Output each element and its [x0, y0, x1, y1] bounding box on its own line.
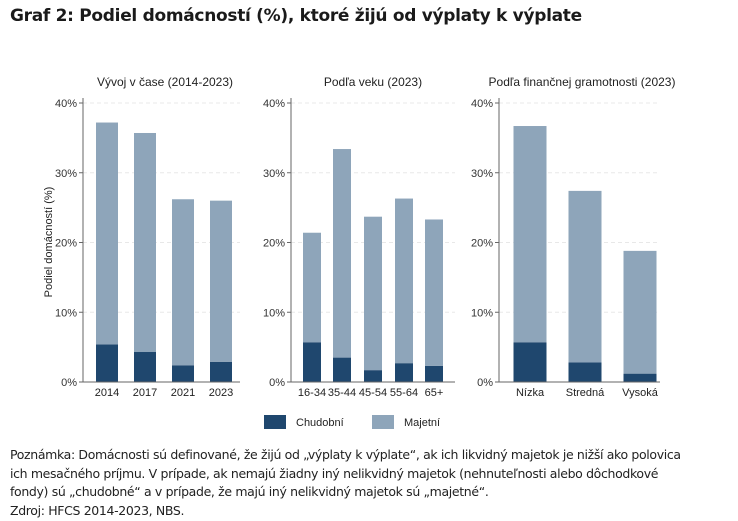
bar-chudobní — [513, 342, 547, 382]
panel-title: Podľa finančnej gramotnosti (2023) — [489, 75, 676, 89]
bar-majetní — [96, 122, 118, 345]
y-tick-label: 0% — [477, 377, 493, 389]
y-axis-label: Podiel domácností (%) — [43, 187, 55, 298]
legend-label: Majetní — [404, 417, 440, 429]
bar-chudobní — [425, 365, 443, 382]
bar-majetní — [134, 132, 156, 353]
bar-chudobní — [623, 373, 657, 382]
bar-majetní — [172, 199, 194, 366]
panel-title: Podľa veku (2023) — [324, 75, 422, 89]
chart-area: Vývoj v čase (2014-2023) 0% 10% 20% 30% 40% 20… — [43, 75, 676, 429]
y-tick-label: 30% — [263, 168, 285, 180]
x-tick-label: 2017 — [133, 387, 157, 399]
x-tick-label: 2023 — [209, 387, 233, 399]
note-line: Poznámka: Domácnosti sú definované, že ž… — [10, 447, 681, 462]
bar-chudobní — [210, 361, 232, 382]
note-line: Zdroj: HFCS 2014-2023, NBS. — [10, 502, 185, 518]
y-tick-label: 10% — [55, 307, 77, 319]
bar-majetní — [210, 200, 232, 362]
y-tick-label: 20% — [471, 238, 493, 250]
bar-chudobní — [96, 344, 118, 382]
y-tick-label: 20% — [55, 238, 77, 250]
bar-chudobní — [333, 357, 351, 382]
bar-chudobní — [568, 362, 602, 382]
y-tick-label: 40% — [55, 98, 77, 110]
bar-chudobní — [134, 352, 156, 382]
legend-swatch-majetní — [372, 415, 394, 429]
x-tick-label: 16-34 — [298, 387, 326, 399]
y-tick-label: 30% — [55, 168, 77, 180]
bar-chudobní — [303, 342, 321, 382]
bar-majetní — [333, 149, 351, 358]
x-tick-label: 45-54 — [359, 387, 387, 399]
x-tick-label: Stredná — [566, 387, 605, 399]
bar-majetní — [623, 250, 657, 374]
legend-label: Chudobní — [296, 417, 344, 429]
x-tick-label: 2014 — [95, 387, 119, 399]
bar-majetní — [364, 216, 382, 371]
y-tick-label: 0% — [269, 377, 285, 389]
note-line: fondy) sú „chudobné“ a v prípade, že maj… — [10, 484, 489, 499]
bar-chudobní — [395, 363, 413, 382]
bar-majetní — [425, 219, 443, 366]
y-tick-label: 10% — [263, 307, 285, 319]
x-tick-label: 35-44 — [328, 387, 356, 399]
y-tick-label: 20% — [263, 238, 285, 250]
x-tick-label: Vysoká — [622, 387, 659, 399]
y-tick-label: 10% — [471, 307, 493, 319]
bar-chudobní — [364, 370, 382, 382]
bar-majetní — [513, 126, 547, 343]
x-tick-label: Nízka — [516, 387, 545, 399]
chart-title: Graf 2: Podiel domácností (%), ktoré žij… — [10, 6, 582, 26]
legend-swatch-chudobní — [264, 415, 286, 429]
bar-chudobní — [172, 365, 194, 382]
note-line: ich mesačného príjmu. V prípade, ak nema… — [10, 465, 659, 481]
chart-note: Poznámka: Domácnosti sú definované, že ž… — [10, 446, 730, 520]
x-tick-label: 65+ — [425, 387, 444, 399]
panel-title: Vývoj v čase (2014-2023) — [97, 75, 233, 89]
x-tick-label: 55-64 — [390, 387, 418, 399]
bar-majetní — [395, 198, 413, 364]
y-tick-label: 40% — [471, 98, 493, 110]
y-tick-label: 0% — [61, 377, 77, 389]
y-tick-label: 40% — [263, 98, 285, 110]
bar-majetní — [568, 190, 602, 363]
x-tick-label: 2021 — [171, 387, 195, 399]
y-tick-label: 30% — [471, 168, 493, 180]
bar-majetní — [303, 232, 321, 343]
